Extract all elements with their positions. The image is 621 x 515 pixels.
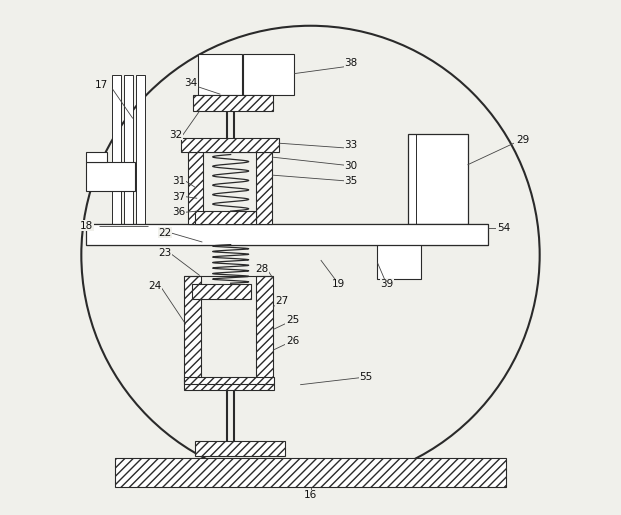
Bar xyxy=(86,224,488,245)
Bar xyxy=(188,152,204,224)
Bar xyxy=(194,211,256,224)
Text: 24: 24 xyxy=(148,281,161,291)
Bar xyxy=(115,458,506,487)
Bar xyxy=(193,95,273,111)
Text: 19: 19 xyxy=(332,279,345,289)
Text: 22: 22 xyxy=(158,228,172,238)
Bar xyxy=(256,276,273,384)
Bar xyxy=(184,276,201,384)
Text: 54: 54 xyxy=(497,222,510,233)
Bar xyxy=(243,54,294,95)
Text: 28: 28 xyxy=(255,264,268,274)
Text: 23: 23 xyxy=(158,248,172,259)
Text: 35: 35 xyxy=(344,176,357,186)
Bar xyxy=(192,284,252,299)
Bar xyxy=(124,75,134,224)
Bar xyxy=(86,152,107,162)
Bar xyxy=(193,95,273,111)
Text: 38: 38 xyxy=(344,58,357,68)
Bar xyxy=(188,152,204,224)
Text: 29: 29 xyxy=(516,135,529,145)
Bar xyxy=(115,458,506,487)
Text: 30: 30 xyxy=(344,161,357,171)
Bar xyxy=(409,134,468,224)
Bar xyxy=(194,441,285,456)
Bar xyxy=(184,276,201,384)
Text: 39: 39 xyxy=(380,279,393,289)
Text: 25: 25 xyxy=(286,315,299,325)
Text: 31: 31 xyxy=(173,176,186,186)
Text: 17: 17 xyxy=(95,80,109,90)
Bar xyxy=(112,75,122,224)
Bar xyxy=(468,224,488,245)
Text: 32: 32 xyxy=(169,130,182,140)
Text: 16: 16 xyxy=(304,490,317,501)
Bar xyxy=(194,211,256,224)
Text: 18: 18 xyxy=(80,220,93,231)
Text: 26: 26 xyxy=(286,336,299,346)
Bar xyxy=(256,152,272,224)
Bar xyxy=(184,377,274,390)
Bar xyxy=(192,284,252,299)
Bar xyxy=(256,152,272,224)
Bar xyxy=(378,244,421,279)
Bar xyxy=(184,377,274,390)
Bar xyxy=(198,54,242,95)
Text: 34: 34 xyxy=(184,78,197,89)
Text: 55: 55 xyxy=(360,372,373,382)
Bar xyxy=(181,138,279,152)
Text: 37: 37 xyxy=(173,192,186,202)
Text: 27: 27 xyxy=(276,296,289,306)
Bar xyxy=(256,276,273,384)
Text: 33: 33 xyxy=(344,140,357,150)
Bar xyxy=(136,75,145,224)
Bar xyxy=(181,138,279,152)
Text: 36: 36 xyxy=(173,207,186,217)
Bar xyxy=(194,441,285,456)
Bar xyxy=(86,162,135,191)
